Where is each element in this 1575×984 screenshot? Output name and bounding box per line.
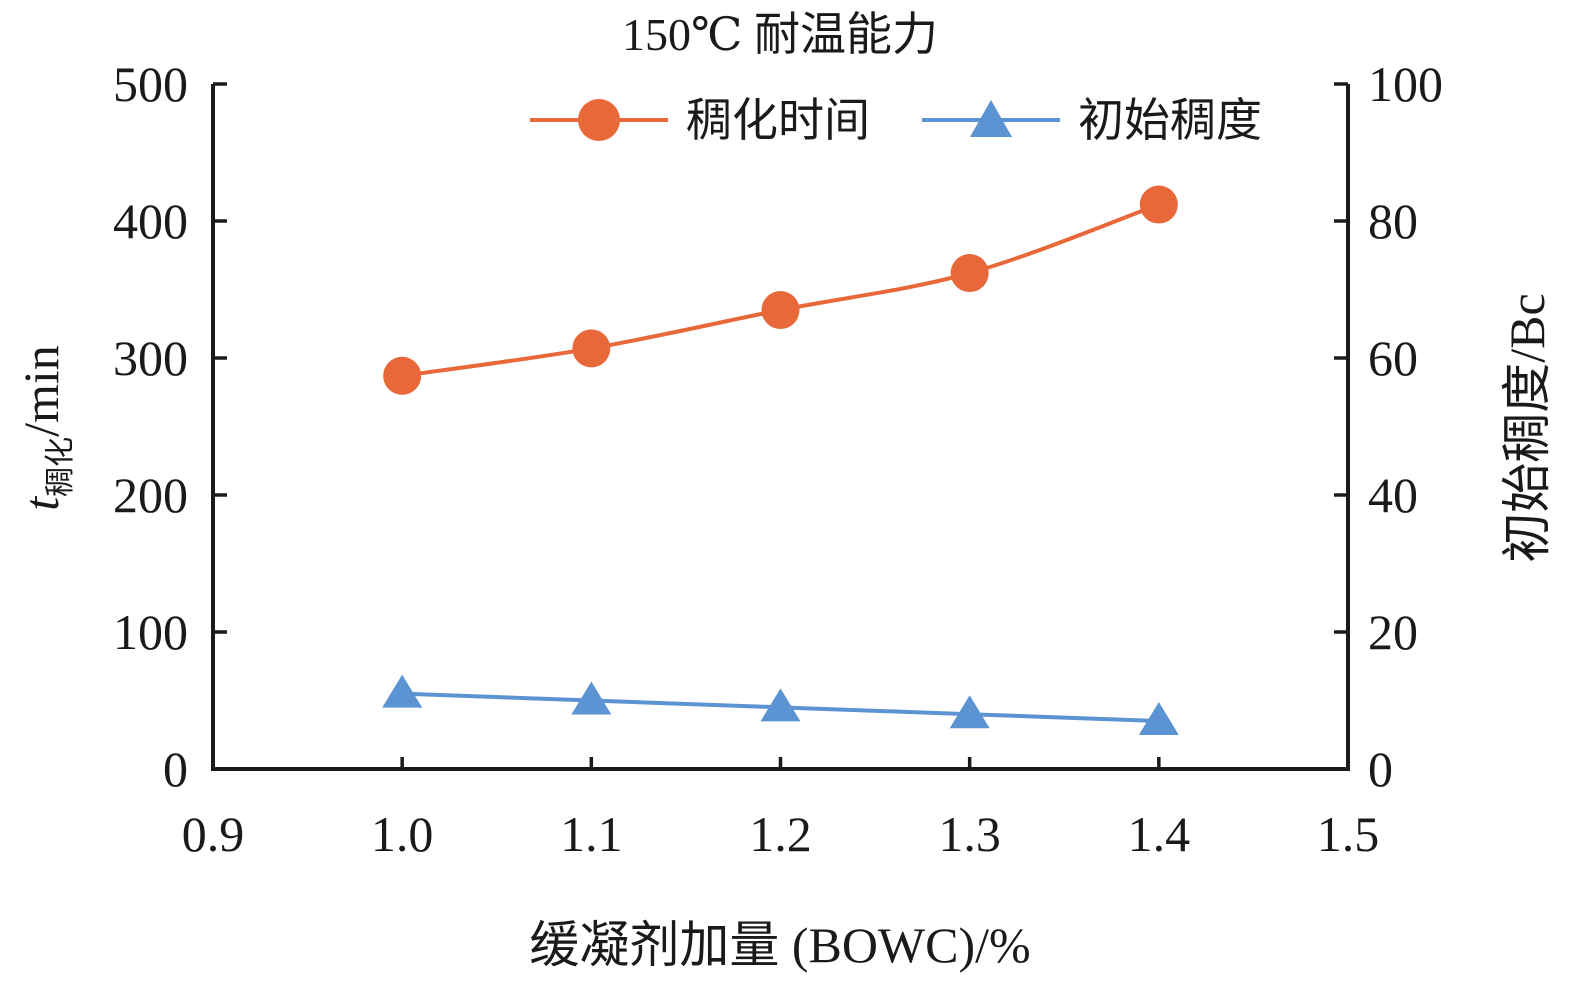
legend: 稠化时间 初始稠度 — [530, 95, 1262, 146]
chart-title: 150℃ 耐温能力 — [622, 9, 938, 60]
x-tick-label: 1.1 — [560, 806, 623, 862]
y-axis-label-main: t — [13, 496, 69, 511]
data-point-0 — [383, 356, 422, 395]
x-tick-label: 1.0 — [371, 806, 434, 862]
y-tick-label: 200 — [113, 467, 188, 523]
y2-tick-label: 60 — [1368, 330, 1418, 386]
y-tick-label: 500 — [113, 56, 188, 112]
x-axis-label: 缓凝剂加量 (BOWC)/% — [529, 917, 1030, 973]
legend-marker-0 — [578, 99, 620, 141]
x-tick-label: 1.2 — [749, 806, 812, 862]
x-tick-label: 1.3 — [938, 806, 1001, 862]
data-point-0 — [1139, 185, 1178, 224]
legend-marker-1 — [970, 100, 1012, 137]
y-tick-label: 100 — [113, 604, 188, 660]
data-point-1 — [760, 688, 801, 722]
y-axis-label: t稠化/min — [13, 345, 77, 511]
series-layer — [382, 185, 1179, 736]
y-ticks: 0 100 200 300 400 500 — [113, 56, 227, 797]
y2-tick-label: 100 — [1368, 56, 1443, 112]
data-point-0 — [950, 254, 989, 293]
data-point-1 — [571, 681, 612, 715]
data-point-1 — [1138, 702, 1179, 736]
x-tick-label: 1.4 — [1128, 806, 1191, 862]
y2-tick-label: 80 — [1368, 193, 1418, 249]
series-line-0 — [401, 202, 1160, 378]
y-tick-label: 400 — [113, 193, 188, 249]
y2-tick-label: 0 — [1368, 741, 1393, 797]
legend-label-0: 稠化时间 — [686, 95, 870, 146]
y-axis-label-unit: /min — [13, 345, 69, 437]
x-tick-label: 1.5 — [1317, 806, 1380, 862]
data-point-1 — [382, 674, 423, 708]
y-tick-label: 300 — [113, 330, 188, 386]
axes — [211, 84, 1350, 771]
y2-ticks: 0 20 40 60 80 100 — [1334, 56, 1443, 797]
x-tick-label: 0.9 — [182, 806, 245, 862]
y2-tick-label: 40 — [1368, 467, 1418, 523]
y-tick-label: 0 — [163, 741, 188, 797]
legend-label-1: 初始稠度 — [1078, 95, 1262, 146]
data-point-1 — [949, 695, 990, 729]
y-axis-label-sub: 稠化 — [44, 437, 77, 497]
y2-tick-label: 20 — [1368, 604, 1418, 660]
data-point-0 — [572, 329, 611, 368]
data-point-0 — [761, 291, 800, 330]
y2-axis-label: 初始稠度/Bc — [1499, 293, 1555, 562]
x-ticks: 0.9 1.0 1.1 1.2 1.3 1.4 1.5 — [182, 757, 1380, 862]
